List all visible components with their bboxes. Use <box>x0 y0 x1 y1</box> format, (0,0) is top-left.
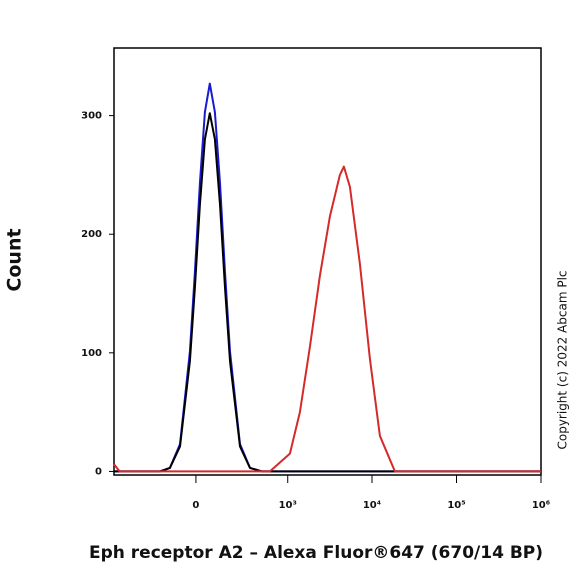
x-tick-label: 10³ <box>279 500 297 511</box>
x-tick-label: 10⁵ <box>447 500 465 511</box>
histogram-line <box>114 82 541 473</box>
y-axis-label: Count <box>4 228 26 291</box>
y-tick-label: 100 <box>81 348 102 359</box>
y-tick-label: 200 <box>81 229 102 240</box>
x-tick-label: 10⁶ <box>532 500 550 511</box>
x-axis-label: Eph receptor A2 – Alexa Fluor®647 (670/1… <box>89 543 543 563</box>
x-tick-label: 10⁴ <box>363 500 381 511</box>
y-tick-label: 0 <box>95 466 102 477</box>
y-tick-label: 300 <box>81 111 102 122</box>
histogram-line <box>114 112 541 473</box>
histogram-line <box>113 165 541 473</box>
x-tick-label: 0 <box>192 500 199 511</box>
plot-frame <box>113 47 542 476</box>
copyright: Copyright (c) 2022 Abcam Plc <box>556 270 570 449</box>
